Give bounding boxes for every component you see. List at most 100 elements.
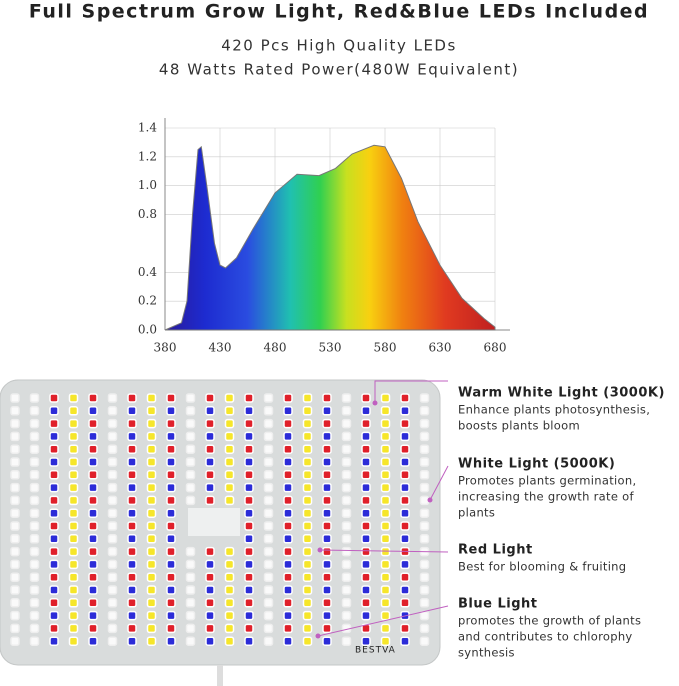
- led: [205, 585, 215, 595]
- led: [107, 431, 118, 442]
- led: [49, 585, 59, 595]
- callout-line: [374, 380, 448, 403]
- led: [322, 546, 332, 557]
- led: [29, 610, 40, 621]
- led: [263, 546, 274, 557]
- led: [302, 393, 313, 403]
- led: [322, 636, 332, 646]
- led: [127, 495, 137, 506]
- led: [146, 495, 157, 506]
- led: [107, 636, 118, 646]
- led: [127, 482, 137, 493]
- led: [88, 431, 98, 442]
- callout-text: Promotes plants germination,: [458, 474, 636, 488]
- led: [283, 546, 293, 557]
- led: [341, 546, 352, 557]
- led: [302, 572, 313, 582]
- led: [361, 406, 371, 416]
- led: [244, 508, 254, 518]
- led: [283, 636, 293, 646]
- led: [127, 546, 137, 557]
- led: [419, 508, 430, 518]
- x-tick-label: 430: [209, 341, 232, 355]
- led: [29, 431, 40, 442]
- callout-text: boosts plants bloom: [458, 419, 580, 433]
- led: [205, 572, 215, 582]
- led: [185, 572, 196, 582]
- led: [166, 623, 176, 634]
- callout-text: synthesis: [458, 646, 515, 660]
- led: [166, 585, 176, 595]
- led: [49, 521, 59, 531]
- led: [263, 444, 274, 454]
- led: [88, 521, 98, 531]
- led: [127, 431, 137, 442]
- led: [322, 393, 332, 403]
- callout-dot: [317, 547, 323, 553]
- led-grid: [10, 393, 430, 646]
- led: [146, 457, 157, 467]
- led: [107, 406, 118, 416]
- led: [146, 598, 157, 608]
- led: [283, 508, 293, 518]
- led: [263, 636, 274, 646]
- led: [263, 508, 274, 518]
- led: [283, 418, 293, 429]
- callout-title: Blue Light: [458, 597, 537, 612]
- led: [10, 559, 20, 570]
- led: [419, 572, 430, 582]
- led: [146, 470, 157, 480]
- led: [29, 521, 40, 531]
- led: [419, 585, 430, 595]
- led: [10, 406, 20, 416]
- led: [29, 508, 40, 518]
- led: [224, 636, 235, 646]
- led: [107, 457, 118, 467]
- led: [146, 431, 157, 442]
- led: [166, 559, 176, 570]
- led: [302, 508, 313, 518]
- driver-plate: [188, 508, 240, 536]
- led: [127, 470, 137, 480]
- led: [205, 406, 215, 416]
- led: [185, 470, 196, 480]
- led: [419, 598, 430, 608]
- led: [283, 521, 293, 531]
- led: [127, 623, 137, 634]
- led: [88, 598, 98, 608]
- led: [10, 623, 20, 634]
- led: [341, 470, 352, 480]
- led: [322, 470, 332, 480]
- led: [244, 457, 254, 467]
- led: [341, 431, 352, 442]
- led: [224, 495, 235, 506]
- led: [10, 495, 20, 506]
- led: [263, 470, 274, 480]
- led: [88, 508, 98, 518]
- led: [283, 482, 293, 493]
- led: [146, 393, 157, 403]
- led: [185, 585, 196, 595]
- led: [107, 585, 118, 595]
- led: [146, 623, 157, 634]
- led: [166, 470, 176, 480]
- led: [322, 598, 332, 608]
- led: [107, 393, 118, 403]
- led: [322, 508, 332, 518]
- led: [400, 393, 410, 403]
- led: [166, 431, 176, 442]
- callout-text: plants: [458, 506, 495, 520]
- callout-line: [319, 549, 449, 553]
- led: [244, 393, 254, 403]
- led: [29, 623, 40, 634]
- led: [322, 444, 332, 454]
- led: [361, 636, 371, 646]
- led: [127, 534, 137, 544]
- led: [400, 521, 410, 531]
- led: [341, 610, 352, 621]
- led: [205, 393, 215, 403]
- led: [10, 431, 20, 442]
- led: [205, 495, 215, 506]
- led: [185, 559, 196, 570]
- led: [29, 482, 40, 493]
